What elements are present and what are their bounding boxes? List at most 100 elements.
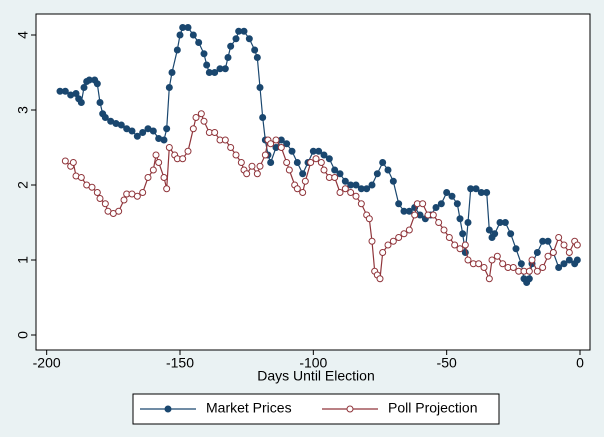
marker [232,151,240,159]
marker [456,245,464,253]
marker [253,54,261,61]
marker [307,159,315,166]
marker [256,162,264,170]
marker [168,69,176,76]
marker [341,177,349,185]
marker [437,200,445,208]
marker [93,189,101,196]
marker [429,211,437,219]
marker [80,84,88,91]
marker [285,166,293,174]
marker [419,200,427,208]
marker [475,260,483,268]
marker [144,174,152,181]
marker [267,140,275,148]
marker [483,189,491,196]
plot-area [35,13,591,351]
marker [440,226,448,234]
marker [77,99,85,106]
marker [96,195,104,202]
marker [227,42,235,50]
marker [331,166,339,174]
marker [432,204,440,211]
marker [325,155,333,163]
marker [272,136,280,144]
marker [299,189,307,196]
y-tick-label: 1 [15,256,31,264]
marker [472,185,480,193]
marker [320,151,328,159]
marker [155,159,163,166]
marker [491,230,499,238]
marker [352,192,360,200]
marker [573,241,581,249]
marker [389,177,397,185]
marker [211,129,219,136]
marker [101,200,109,208]
marker [451,241,459,249]
marker [301,177,309,185]
marker [315,147,323,155]
marker [224,54,232,61]
marker [560,260,568,268]
marker [61,157,69,165]
marker [480,264,488,271]
marker [163,125,171,133]
marker [173,46,181,54]
marker [448,192,456,200]
marker [533,267,541,275]
marker [251,46,259,54]
marker [341,185,349,193]
marker [549,249,557,256]
marker [379,159,387,166]
marker [464,219,472,226]
marker [389,237,397,245]
marker [115,207,123,215]
marker [253,170,261,178]
marker [501,219,509,226]
marker [493,252,501,260]
marker [283,159,291,166]
y-tick-label: 0 [15,331,31,339]
marker [573,256,581,264]
marker [352,181,360,189]
y-tick-label: 4 [15,31,31,39]
marker [200,117,208,125]
marker [120,196,128,204]
marker [248,162,256,170]
marker [368,237,376,245]
marker [259,114,267,121]
marker [240,27,248,35]
marker [69,159,77,166]
marker [149,127,157,135]
marker [384,166,392,174]
marker [152,151,160,159]
y-tick-label: 3 [15,106,31,114]
x-tick-label: -100 [299,355,327,371]
marker [165,84,173,91]
marker [261,151,269,159]
marker [363,185,371,193]
marker [128,127,136,135]
marker [533,249,541,256]
marker [277,144,285,151]
marker [293,159,301,166]
marker [184,24,192,31]
marker [232,35,240,43]
marker [88,183,96,191]
marker [461,241,469,249]
marker [507,230,515,238]
marker [555,264,563,271]
x-tick-label: -50 [437,355,457,371]
marker [443,189,451,196]
marker [373,170,381,178]
marker [365,215,373,223]
marker [528,256,536,264]
marker [192,114,200,121]
marker [160,174,168,181]
marker [384,241,392,249]
marker [376,275,384,283]
marker [283,140,291,148]
marker [133,132,141,140]
marker [488,256,496,264]
